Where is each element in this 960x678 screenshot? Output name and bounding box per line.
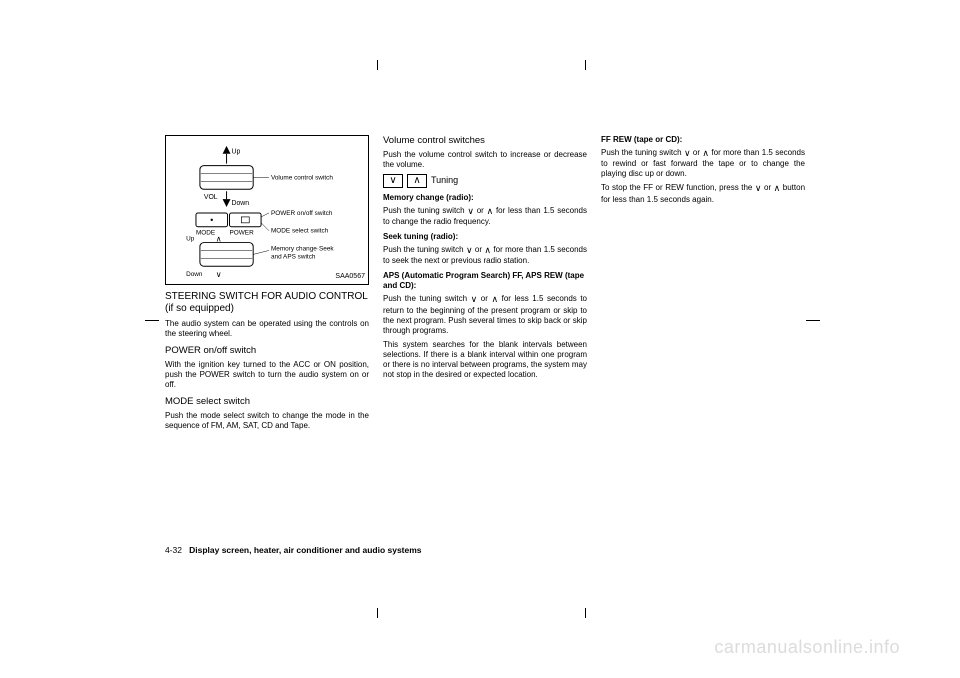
para: Push the mode select switch to change th… bbox=[165, 411, 369, 431]
label-vol: VOL bbox=[204, 194, 218, 201]
crop-mark bbox=[806, 320, 820, 321]
tuning-up-icon: ∧ bbox=[407, 174, 427, 188]
tuning-label: Tuning bbox=[431, 175, 458, 186]
label-up2: Up bbox=[186, 236, 195, 243]
para: Push the tuning switch ∨ or ∧ for less 1… bbox=[383, 294, 587, 335]
para: Push the tuning switch ∨ or ∧ for less t… bbox=[383, 206, 587, 227]
watermark: carmanualsonline.info bbox=[714, 637, 900, 658]
crop-mark bbox=[145, 320, 159, 321]
crop-mark bbox=[585, 60, 586, 70]
column-3: FF REW (tape or CD): Push the tuning swi… bbox=[601, 135, 805, 435]
tuning-row: ∨ ∧ Tuning bbox=[383, 174, 587, 188]
heading-mode-select: MODE select switch bbox=[165, 396, 369, 408]
page-footer: 4-32 Display screen, heater, air conditi… bbox=[165, 545, 422, 555]
label-power: POWER bbox=[230, 230, 255, 237]
column-2: Volume control switches Push the volume … bbox=[383, 135, 587, 435]
para: This system searches for the blank inter… bbox=[383, 340, 587, 380]
crop-mark bbox=[377, 608, 378, 618]
page-number: 4-32 bbox=[165, 545, 182, 555]
heading-volume-control: Volume control switches bbox=[383, 135, 587, 147]
para: With the ignition key turned to the ACC … bbox=[165, 360, 369, 390]
bold-aps: APS (Automatic Program Search) FF, APS R… bbox=[383, 271, 587, 291]
label-mode: MODE bbox=[196, 230, 215, 237]
label-down: Down bbox=[231, 200, 249, 207]
bold-seek-tuning: Seek tuning (radio): bbox=[383, 232, 587, 242]
content-columns: Up Down VOL Volume control switch MODE P… bbox=[165, 135, 805, 435]
label-volume-control: Volume control switch bbox=[271, 174, 333, 181]
down-glyph-icon: ∨ bbox=[684, 148, 691, 158]
label-power-onoff: POWER on/off switch bbox=[271, 210, 333, 217]
footer-title: Display screen, heater, air conditioner … bbox=[189, 545, 421, 555]
label-down2: Down bbox=[186, 271, 203, 278]
manual-page: Up Down VOL Volume control switch MODE P… bbox=[0, 0, 960, 678]
label-memory-seek: Memory change·Seek bbox=[271, 245, 334, 252]
para: To stop the FF or REW function, press th… bbox=[601, 183, 805, 204]
para: Push the tuning switch ∨ or ∧ for more t… bbox=[383, 245, 587, 266]
column-1: Up Down VOL Volume control switch MODE P… bbox=[165, 135, 369, 435]
crop-mark bbox=[585, 608, 586, 618]
bold-memory-change: Memory change (radio): bbox=[383, 193, 587, 203]
para: The audio system can be operated using t… bbox=[165, 319, 369, 339]
para: Push the volume control switch to increa… bbox=[383, 150, 587, 170]
figure-code: SAA0567 bbox=[335, 273, 365, 282]
tuning-down-icon: ∨ bbox=[383, 174, 403, 188]
bold-ff-rew: FF REW (tape or CD): bbox=[601, 135, 805, 145]
steering-switch-figure: Up Down VOL Volume control switch MODE P… bbox=[165, 135, 369, 285]
label-mode-select: MODE select switch bbox=[271, 228, 329, 235]
para: Push the tuning switch ∨ or ∧ for more t… bbox=[601, 148, 805, 179]
svg-text:and APS switch: and APS switch bbox=[271, 253, 316, 260]
label-up: Up bbox=[231, 149, 240, 156]
svg-text:∨: ∨ bbox=[216, 270, 222, 279]
heading-steering-switch: STEERING SWITCH FOR AUDIO CONTROL (if so… bbox=[165, 291, 369, 315]
down-glyph-icon: ∨ bbox=[466, 245, 473, 255]
heading-power-switch: POWER on/off switch bbox=[165, 345, 369, 357]
crop-mark bbox=[377, 60, 378, 70]
down-glyph-icon: ∨ bbox=[467, 206, 474, 216]
